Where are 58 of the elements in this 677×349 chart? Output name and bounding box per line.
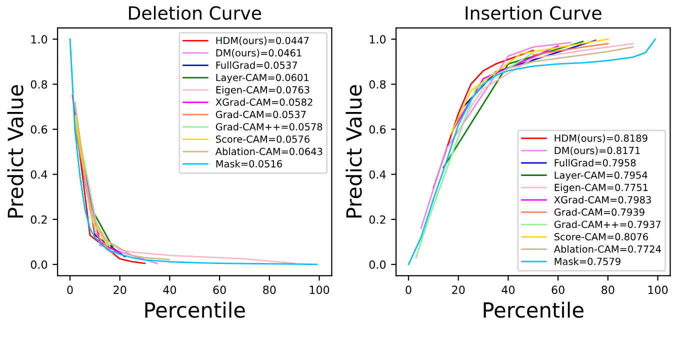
y-tick-label: 0.8 <box>369 80 386 89</box>
y-tick-label: 0.8 <box>30 80 48 89</box>
legend-label: Score-CAM=0.8076 <box>554 233 648 240</box>
legend-label: XGrad-CAM=0.0582 <box>216 98 312 106</box>
y-tick-label: 0.0 <box>369 260 386 269</box>
y-tick-label: 0.4 <box>30 170 48 179</box>
x-tick-label: 0 <box>406 286 412 294</box>
line-series <box>415 52 534 258</box>
legend-label: FullGrad=0.7958 <box>554 158 636 166</box>
x-tick-label: 20 <box>452 286 465 294</box>
y-tick-label: 0.2 <box>369 215 386 224</box>
line-series <box>458 42 634 132</box>
x-tick-label: 60 <box>552 286 564 294</box>
y-tick-label: 1.0 <box>370 35 386 44</box>
x-tick-label: 100 <box>310 286 330 294</box>
legend-label: DM(ours)=0.0461 <box>216 49 302 58</box>
line-series <box>432 50 534 189</box>
legend-label: FullGrad=0.0537 <box>216 61 297 69</box>
legend-label: Mask=0.0516 <box>216 160 282 168</box>
legend-label: HDM(ours)=0.8189 <box>554 134 648 143</box>
line-series <box>74 102 170 260</box>
x-tick-label: 80 <box>602 286 614 294</box>
y-tick-label: 0.6 <box>30 125 48 134</box>
y-tick-label: 0.4 <box>369 170 386 179</box>
legend-label: Grad-CAM=0.7939 <box>554 208 644 216</box>
legend-label: Grad-CAM++=0.7937 <box>554 220 660 228</box>
legend-label: HDM(ours)=0.0447 <box>216 36 309 46</box>
x-axis-title: Percentile <box>145 302 245 318</box>
legend-label: DM(ours)=0.8171 <box>554 146 640 156</box>
x-tick-label: 80 <box>263 286 276 294</box>
chart-title: Insertion Curve <box>466 6 602 20</box>
chart-title: Deletion Curve <box>129 6 262 20</box>
x-tick-label: 0 <box>67 286 73 294</box>
legend-label: Score-CAM=0.0576 <box>216 135 310 143</box>
legend-label: Grad-CAM=0.0537 <box>216 110 306 118</box>
y-axis-title: Predict Value <box>7 85 24 218</box>
x-tick-label: 60 <box>213 286 226 294</box>
legend-label: Grad-CAM++=0.0578 <box>216 122 322 130</box>
x-tick-label: 40 <box>502 286 515 294</box>
legend-label: XGrad-CAM=0.7983 <box>554 196 651 204</box>
x-axis-title: Percentile <box>484 302 584 318</box>
legend-label: Mask=0.7579 <box>554 258 620 266</box>
legend-label: Ablation-CAM=0.0643 <box>215 148 322 156</box>
y-tick-label: 0.6 <box>369 125 386 134</box>
y-tick-label: 1.0 <box>31 35 48 44</box>
x-tick-label: 100 <box>648 286 668 294</box>
legend-label: Ablation-CAM=0.7724 <box>554 245 661 253</box>
legend-label: Eigen-CAM=0.0763 <box>216 86 310 96</box>
legend-label: Layer-CAM=0.0601 <box>216 74 308 84</box>
legend-label: Layer-CAM=0.7954 <box>554 171 648 181</box>
line-series <box>508 46 634 70</box>
y-tick-label: 0.0 <box>30 260 48 269</box>
legend-label: Eigen-CAM=0.7751 <box>554 184 648 194</box>
line-series <box>450 38 609 134</box>
y-axis-title: Predict Value <box>346 85 362 218</box>
y-tick-label: 0.2 <box>30 215 47 224</box>
x-tick-label: 20 <box>114 286 126 294</box>
x-tick-label: 40 <box>163 286 176 294</box>
